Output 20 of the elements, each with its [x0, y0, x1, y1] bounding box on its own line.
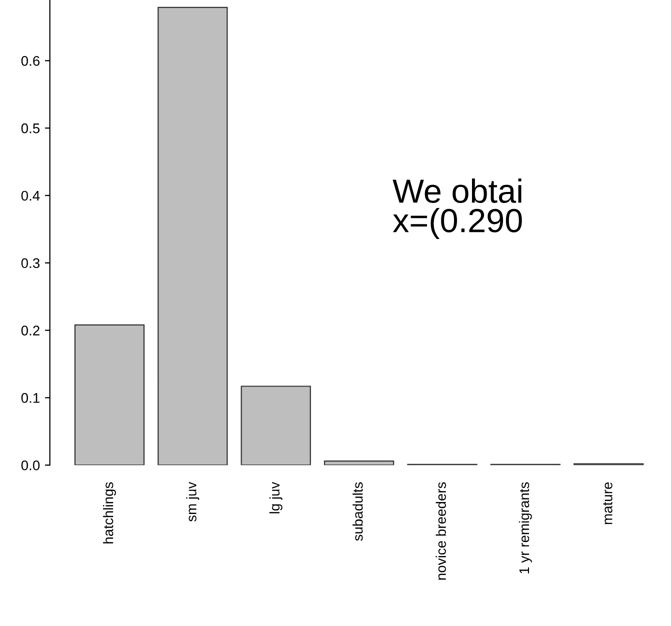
x-tick-label: novice breeders [436, 482, 446, 580]
y-tick-label: 0.2 [21, 326, 40, 336]
x-tick-label: subadults [352, 482, 363, 541]
bar [74, 324, 145, 466]
x-tick-label: mature [603, 482, 612, 524]
y-tick-label: 0.3 [21, 258, 40, 268]
bar [324, 460, 394, 466]
y-tick-label: 0.0 [21, 460, 40, 470]
bar [158, 6, 228, 466]
y-tick-label: 0.5 [21, 123, 40, 134]
bar [240, 386, 311, 466]
y-tick-label: 0.1 [21, 393, 40, 403]
x-tick-label: sm juv [186, 482, 200, 522]
annotation: We obtai [392, 178, 522, 204]
y-tick-label: 0.4 [21, 190, 40, 201]
x-tick-label: hatchlings [103, 482, 116, 544]
y-tick-label: 0.6 [21, 56, 40, 66]
annotation: x=(0.290 [392, 208, 522, 240]
x-tick-label: 1 yr remigrants [518, 482, 532, 574]
x-tick-label: lg juv [269, 482, 282, 514]
